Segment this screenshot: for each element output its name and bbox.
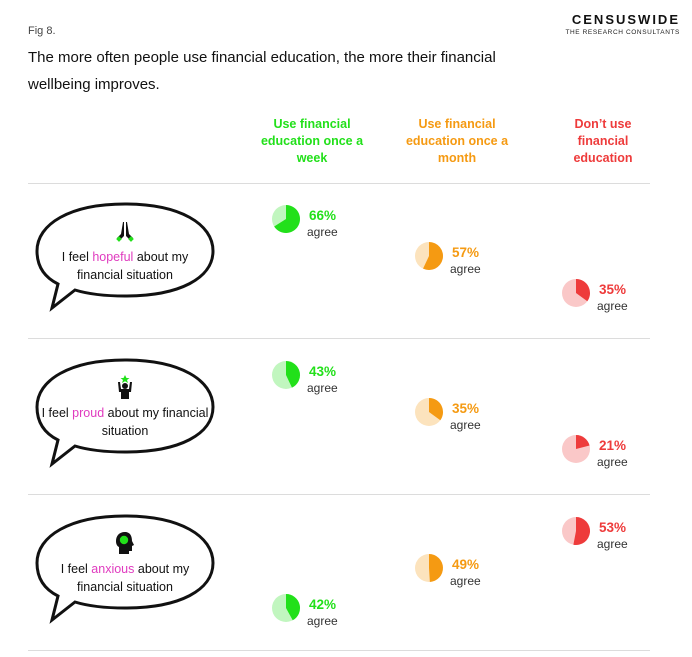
statement-highlight: proud [72,406,105,420]
statement-text-end: about my financial situation [101,406,209,438]
praying-hands-icon [116,222,134,242]
statement-text-start: I feel [61,250,93,264]
statement-text-start: I feel [60,562,92,576]
pie-slice [274,205,301,233]
row-divider [28,183,650,184]
column-header-monthly: Use financial education once a month [405,117,509,165]
figure-label: Fig 8. [28,25,56,37]
statement-text-end: about my financial situation [77,562,190,594]
percentage-value: 42% [309,597,337,612]
agree-label: agree [450,262,481,276]
pie-slice [573,517,591,545]
agree-label: agree [307,614,338,628]
pie-slice-chart [562,435,590,463]
row-divider [28,338,650,339]
pie-slice [576,279,591,302]
percentage-value: 21% [599,438,627,453]
statement-bubble: I feel proud about my financial situatio… [30,352,220,472]
statement-bubble: I feel hopeful about my financial situat… [30,196,220,316]
speech-bubble-outline [35,202,215,312]
pie-slice-chart [415,554,443,582]
agree-label: agree [597,455,628,469]
brand-tagline: THE RESEARCH CONSULTANTS [565,29,680,36]
pie-slice-chart [415,398,444,426]
brand-logo: CENSUSWIDE THE RESEARCH CONSULTANTS [565,12,680,36]
statement-text: I feel anxious about my financial situat… [40,560,210,596]
row-divider [28,650,650,651]
pie-slice [423,242,443,270]
pie-slice-chart [272,361,301,389]
agree-label: agree [597,299,628,313]
pie-slice-chart [272,594,300,622]
percentage-value: 49% [452,557,480,572]
pie-slice [286,594,300,621]
pie-slice-chart [272,205,301,233]
statement-highlight: hopeful [92,250,134,264]
brand-name: CENSUSWIDE [571,12,680,27]
pie-slice [429,398,444,421]
agree-label: agree [307,381,338,395]
column-header-none: Don’t use financial education [573,117,633,165]
agree-label: agree [450,418,481,432]
pie-slice [429,554,443,582]
percentage-value: 35% [599,282,627,297]
pie-slice-chart [415,242,443,270]
percentage-value: 57% [452,245,480,260]
row-divider [28,494,650,495]
person-with-star-icon [118,375,132,399]
agree-label: agree [597,537,628,551]
pie-slice-chart [562,517,591,545]
percentage-value: 35% [452,401,480,416]
statement-text: I feel hopeful about my financial situat… [40,248,210,284]
statement-bubble: I feel anxious about my financial situat… [30,508,220,628]
agree-label: agree [307,225,338,239]
percentage-value: 53% [599,520,627,535]
pie-slice [576,435,590,449]
figure-title: The more often people use financial educ… [28,49,496,93]
pie-slice [286,361,301,388]
column-header-weekly: Use financial education once a week [260,117,364,165]
statement-text-start: I feel [41,406,73,420]
pie-slice-chart [562,279,591,307]
percentage-value: 43% [309,364,337,379]
statement-highlight: anxious [91,562,135,576]
statement-text-end: about my financial situation [77,250,189,282]
head-with-brain-icon [116,532,134,554]
speech-bubble-outline [35,514,215,624]
percentage-value: 66% [309,208,337,223]
speech-bubble-outline [35,358,215,468]
agree-label: agree [450,574,481,588]
statement-text: I feel proud about my financial situatio… [40,404,210,440]
